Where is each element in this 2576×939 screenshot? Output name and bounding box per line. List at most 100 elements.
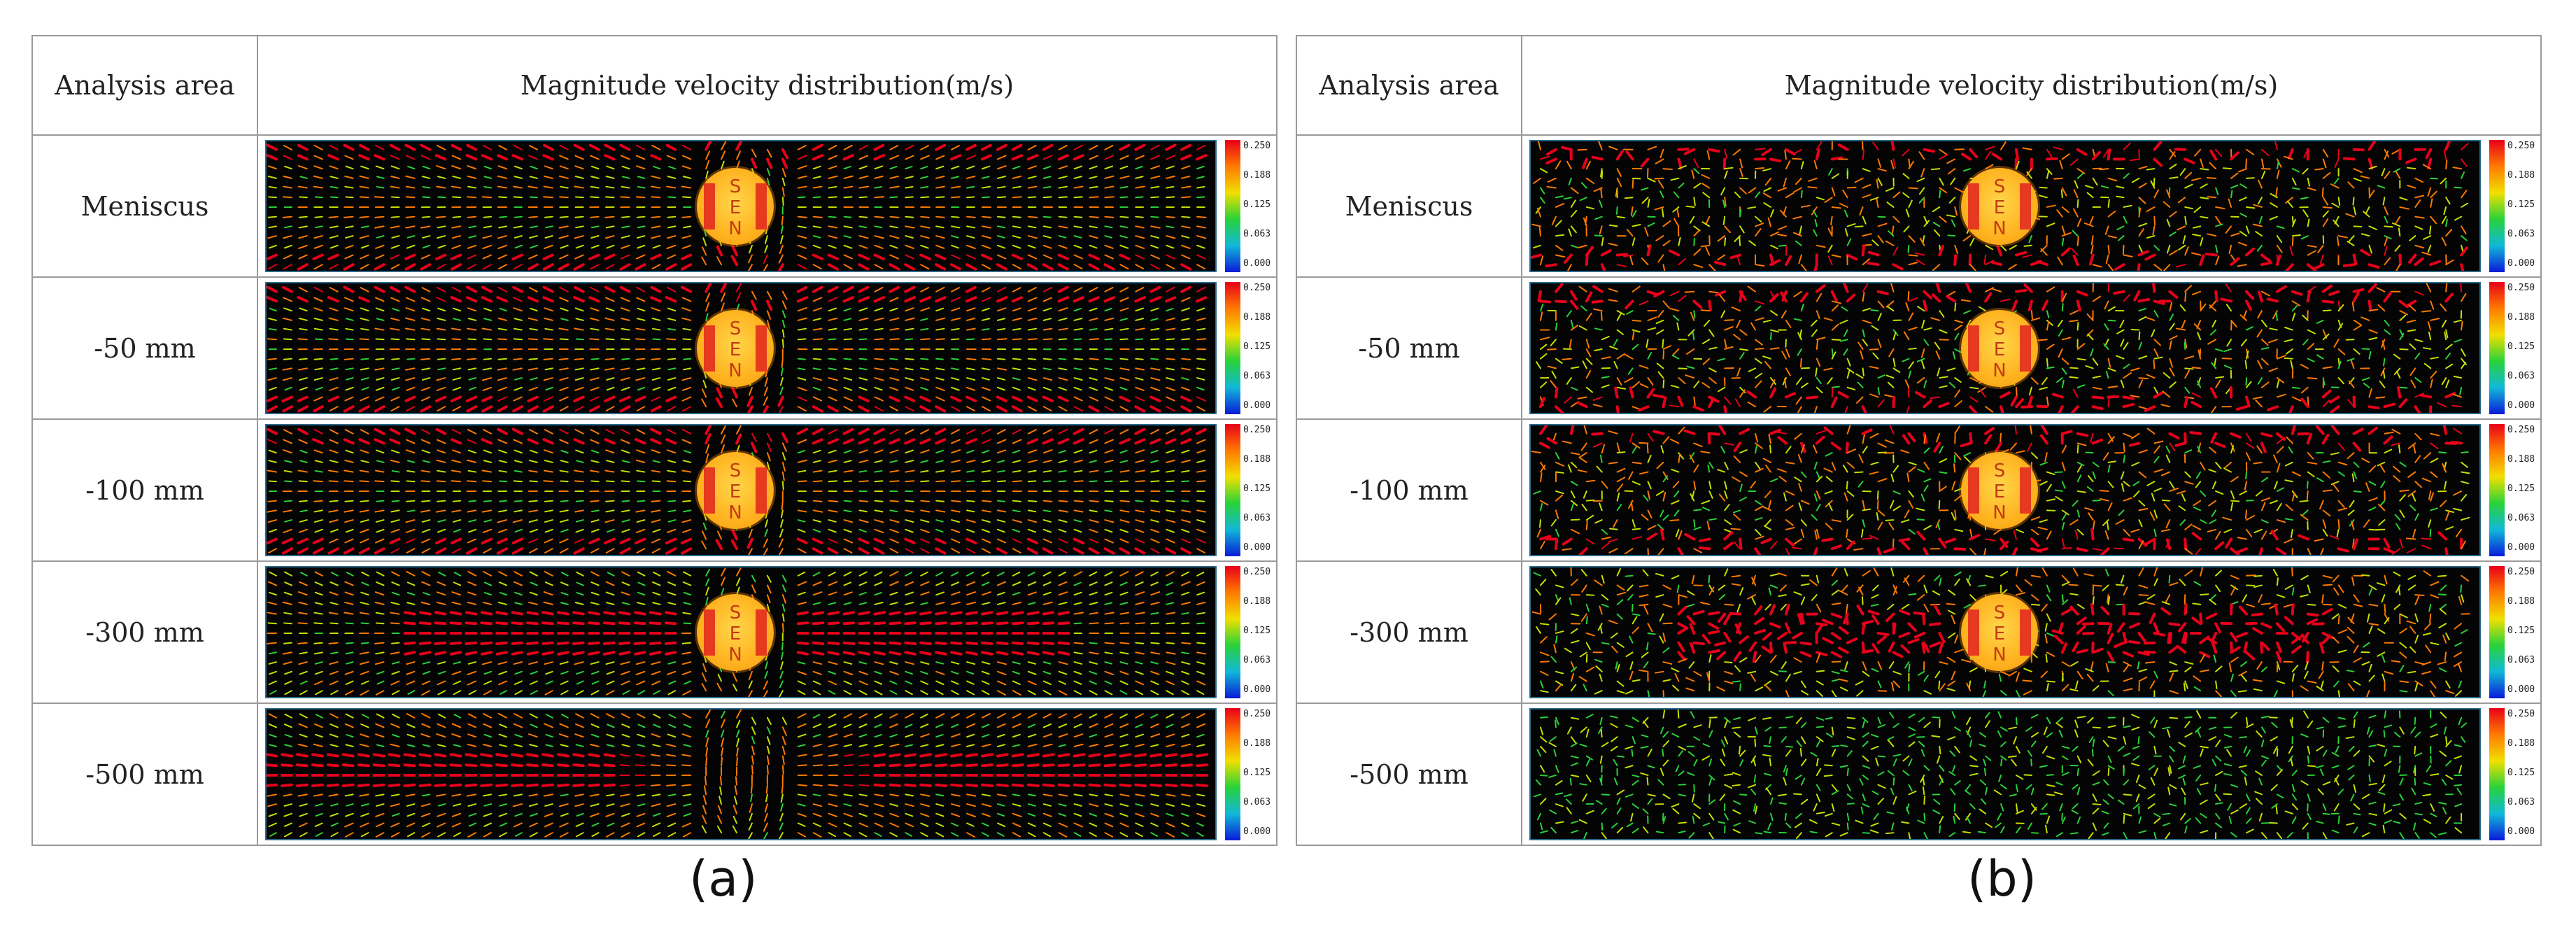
row-label: -50 mm bbox=[31, 276, 258, 420]
row-label: -500 mm bbox=[1296, 703, 1522, 846]
legend-tick-label: 0.000 bbox=[2507, 684, 2535, 695]
row-label: -100 mm bbox=[31, 418, 258, 562]
legend-tick-label: 0.188 bbox=[2507, 312, 2535, 323]
row-label: Meniscus bbox=[1296, 134, 1522, 278]
legend-tick-label: 0.063 bbox=[1243, 229, 1271, 239]
legend-tick-label: 0.250 bbox=[2507, 425, 2535, 435]
header-velocity-distribution: Magnitude velocity distribution(m/s) bbox=[257, 35, 1278, 136]
velocity-plot-cell: S E N 0.250 0.188 0.125 0.063 0.000 bbox=[257, 134, 1278, 278]
colorbar bbox=[2489, 708, 2505, 840]
legend-tick-label: 0.250 bbox=[2507, 283, 2535, 293]
legend-tick-label: 0.000 bbox=[1243, 258, 1271, 269]
sen-letter: S bbox=[1993, 602, 2006, 623]
velocity-field-image bbox=[1529, 708, 2481, 840]
sen-letter: N bbox=[728, 218, 742, 239]
sen-letter: E bbox=[729, 623, 742, 644]
header-velocity-distribution: Magnitude velocity distribution(m/s) bbox=[1521, 35, 2542, 136]
colorbar bbox=[2489, 566, 2505, 698]
sen-letter: N bbox=[1993, 218, 2007, 239]
sen-letter: E bbox=[729, 197, 742, 218]
colorbar bbox=[1225, 282, 1240, 414]
velocity-plot-cell: S E N 0.250 0.188 0.125 0.063 0.000 bbox=[1521, 560, 2542, 704]
legend-tick-label: 0.000 bbox=[2507, 258, 2535, 269]
row-label: -300 mm bbox=[31, 560, 258, 704]
row-label: -100 mm bbox=[1296, 418, 1522, 562]
color-legend: 0.250 0.188 0.125 0.063 0.000 bbox=[1225, 140, 1274, 272]
legend-tick-label: 0.188 bbox=[2507, 170, 2535, 181]
sen-letter: N bbox=[1993, 360, 2007, 381]
legend-tick-label: 0.000 bbox=[2507, 400, 2535, 411]
legend-tick-label: 0.063 bbox=[1243, 797, 1271, 807]
row-label: -50 mm bbox=[1296, 276, 1522, 420]
sen-letter: E bbox=[1993, 623, 2006, 644]
legend-tick-label: 0.000 bbox=[1243, 542, 1271, 553]
legend-tick-label: 0.125 bbox=[2507, 341, 2535, 352]
legend-tick-label: 0.188 bbox=[2507, 454, 2535, 465]
color-legend: 0.250 0.188 0.125 0.063 0.000 bbox=[1225, 566, 1274, 698]
velocity-plot-cell: S E N 0.250 0.188 0.125 0.063 0.000 bbox=[257, 418, 1278, 562]
legend-tick-label: 0.250 bbox=[1243, 709, 1271, 719]
sen-letter: E bbox=[1993, 339, 2006, 360]
legend-tick-label: 0.250 bbox=[1243, 141, 1271, 151]
legend-tick-label: 0.250 bbox=[2507, 567, 2535, 577]
legend-tick-label: 0.125 bbox=[1243, 483, 1271, 494]
sen-letter: S bbox=[729, 602, 742, 623]
header-analysis-area: Analysis area bbox=[31, 35, 258, 136]
colorbar bbox=[1225, 424, 1240, 556]
legend-tick-label: 0.063 bbox=[2507, 655, 2535, 665]
caption-a: (a) bbox=[689, 850, 758, 908]
color-legend: 0.250 0.188 0.125 0.063 0.000 bbox=[2489, 140, 2538, 272]
sen-letter: E bbox=[729, 481, 742, 502]
panel-a-table: Analysis area Magnitude velocity distrib… bbox=[31, 35, 1278, 846]
legend-tick-label: 0.000 bbox=[2507, 826, 2535, 837]
legend-tick-label: 0.188 bbox=[1243, 596, 1271, 607]
caption-b: (b) bbox=[1967, 850, 2037, 908]
legend-tick-label: 0.188 bbox=[1243, 170, 1271, 181]
velocity-field-image bbox=[265, 708, 1217, 840]
sen-letter: N bbox=[728, 360, 742, 381]
sen-letter: N bbox=[728, 644, 742, 665]
sen-letter: S bbox=[729, 460, 742, 481]
sen-letter: N bbox=[1993, 502, 2007, 523]
color-legend: 0.250 0.188 0.125 0.063 0.000 bbox=[1225, 424, 1274, 556]
legend-tick-label: 0.125 bbox=[2507, 768, 2535, 778]
legend-tick-label: 0.250 bbox=[1243, 283, 1271, 293]
colorbar bbox=[1225, 708, 1240, 840]
color-legend: 0.250 0.188 0.125 0.063 0.000 bbox=[1225, 708, 1274, 840]
legend-tick-label: 0.000 bbox=[1243, 826, 1271, 837]
color-legend: 0.250 0.188 0.125 0.063 0.000 bbox=[2489, 708, 2538, 840]
legend-tick-label: 0.063 bbox=[2507, 513, 2535, 523]
legend-tick-label: 0.063 bbox=[1243, 655, 1271, 665]
legend-tick-label: 0.000 bbox=[2507, 542, 2535, 553]
legend-tick-label: 0.000 bbox=[1243, 684, 1271, 695]
legend-tick-label: 0.125 bbox=[1243, 626, 1271, 636]
legend-tick-label: 0.125 bbox=[2507, 626, 2535, 636]
velocity-plot-cell: S E N 0.250 0.188 0.125 0.063 0.000 bbox=[1521, 134, 2542, 278]
legend-tick-label: 0.188 bbox=[1243, 312, 1271, 323]
row-label: -500 mm bbox=[31, 703, 258, 846]
sen-letter: E bbox=[729, 339, 742, 360]
color-legend: 0.250 0.188 0.125 0.063 0.000 bbox=[2489, 424, 2538, 556]
velocity-plot-cell: S E N 0.250 0.188 0.125 0.063 0.000 bbox=[257, 276, 1278, 420]
legend-tick-label: 0.250 bbox=[1243, 425, 1271, 435]
legend-tick-label: 0.125 bbox=[1243, 199, 1271, 210]
sen-letter: N bbox=[728, 502, 742, 523]
velocity-plot-cell: S E N 0.250 0.188 0.125 0.063 0.000 bbox=[1521, 418, 2542, 562]
colorbar bbox=[1225, 566, 1240, 698]
legend-tick-label: 0.188 bbox=[1243, 454, 1271, 465]
legend-tick-label: 0.063 bbox=[1243, 513, 1271, 523]
legend-tick-label: 0.250 bbox=[2507, 141, 2535, 151]
